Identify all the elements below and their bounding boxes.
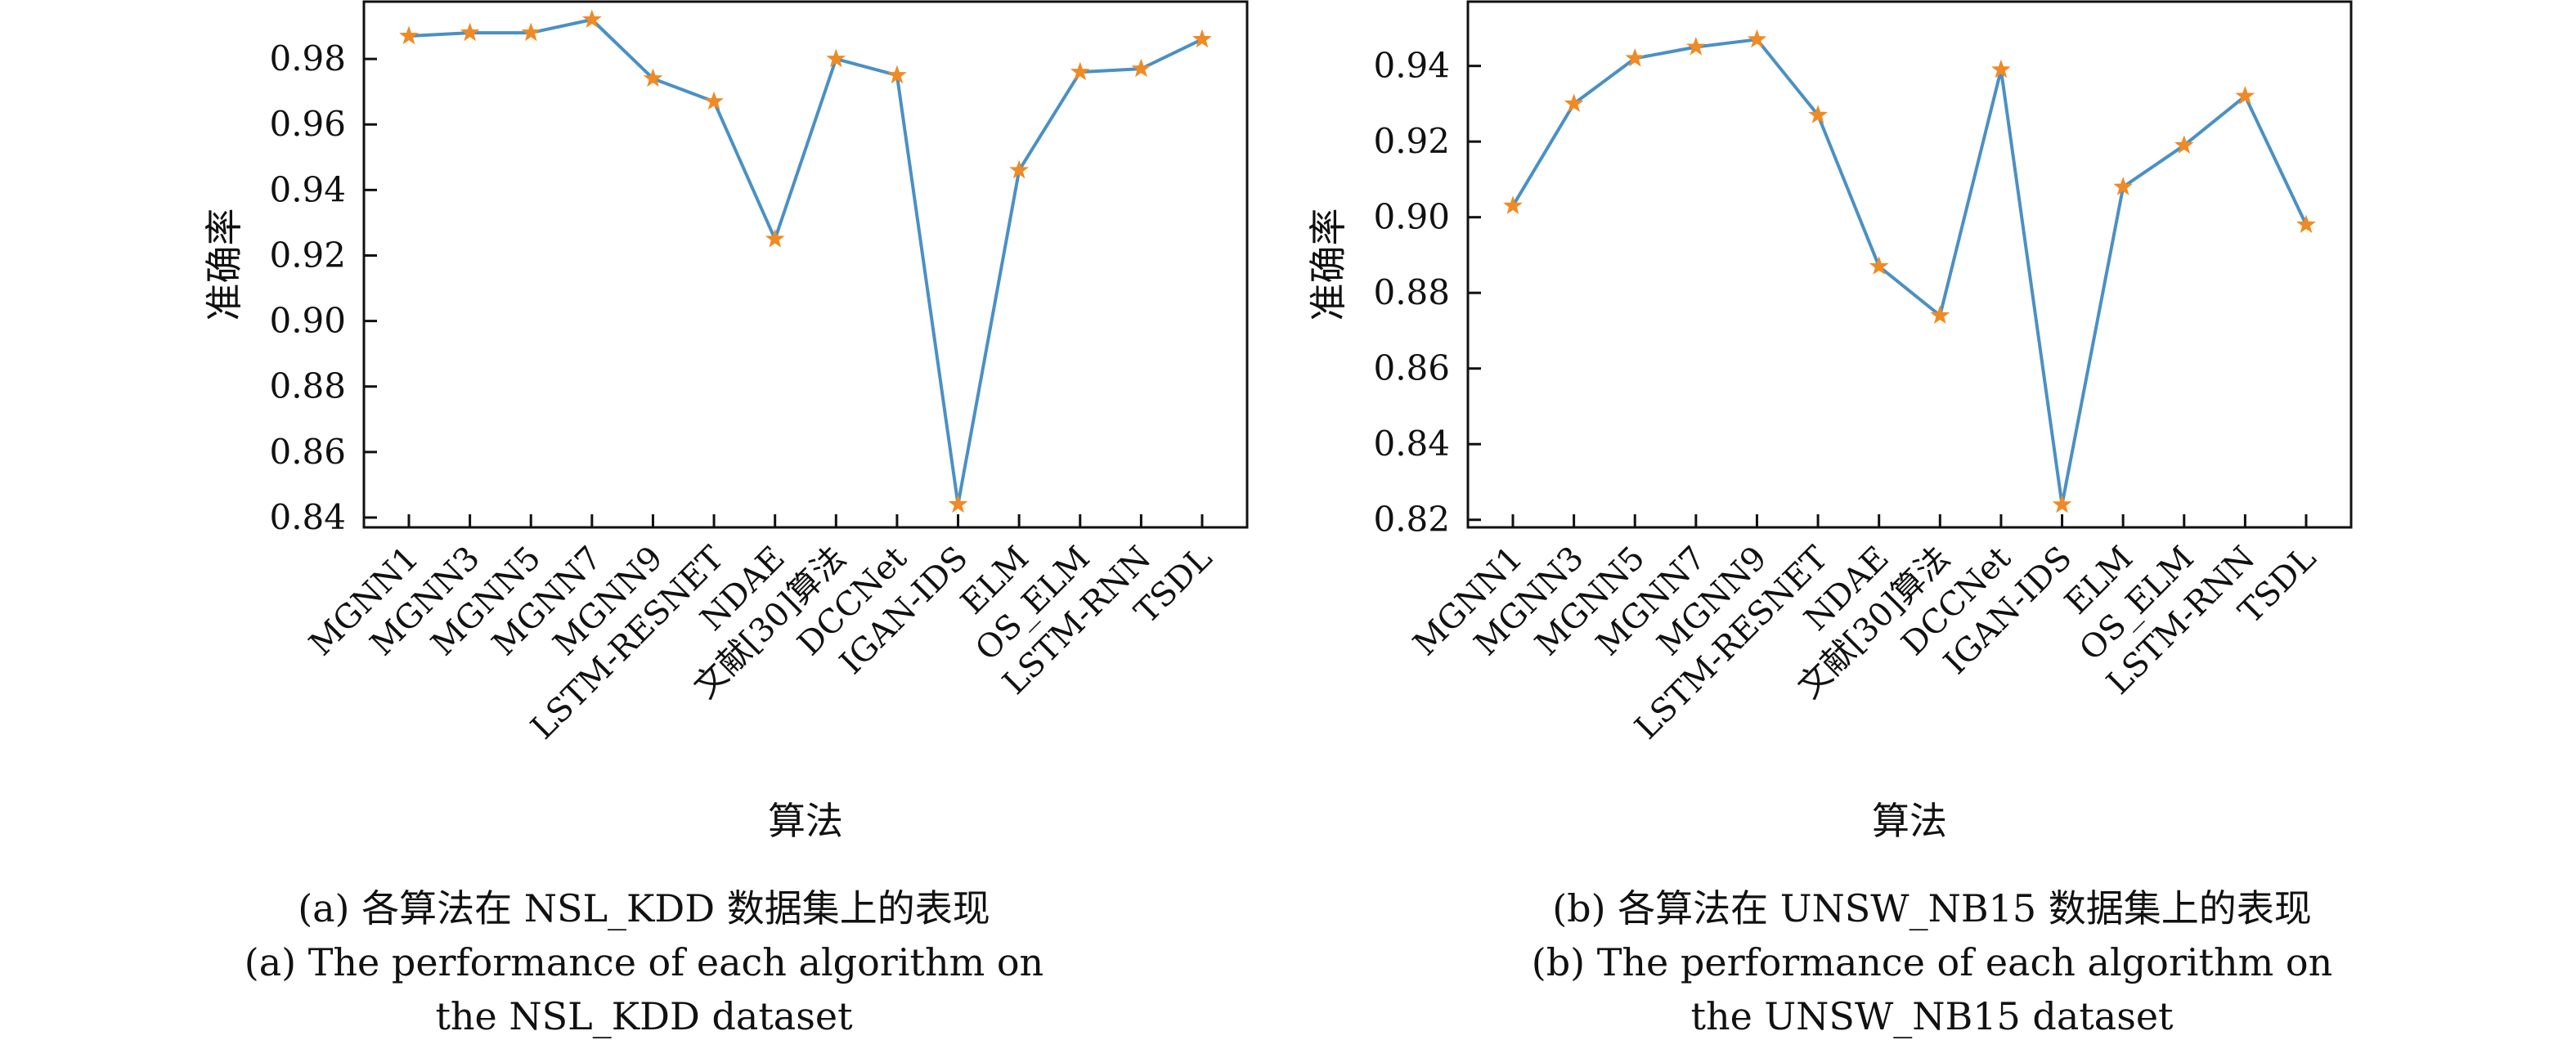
data-point-star-marker	[2235, 86, 2255, 105]
series-line	[1511, 38, 2308, 507]
y-tick-label: 0.98	[269, 38, 346, 78]
data-point-star-marker	[643, 68, 663, 87]
y-tick-label: 0.94	[1373, 46, 1450, 86]
data-point-star-marker	[2296, 214, 2316, 233]
y-tick-label: 0.90	[269, 301, 346, 341]
data-point-star-marker	[826, 48, 846, 68]
y-tick-label: 0.84	[269, 497, 346, 537]
y-tick-label: 0.82	[1373, 500, 1450, 540]
y-axis-title: 准确率	[1306, 208, 1350, 321]
data-point-star-marker	[1564, 93, 1584, 112]
x-axis-title: 算法	[768, 799, 843, 843]
caption-unsw-nb15: (b) 各算法在 UNSW_NB15 数据集上的表现 (b) The perfo…	[1288, 881, 2576, 1043]
series-line	[408, 18, 1203, 506]
caption-chinese: (b) 各算法在 UNSW_NB15 数据集上的表现	[1552, 886, 2312, 930]
data-point-star-marker	[1070, 61, 1090, 81]
data-point-star-marker	[521, 22, 541, 42]
y-tick-label: 0.88	[1373, 272, 1450, 312]
y-tick-label: 0.90	[1373, 197, 1450, 237]
data-point-star-marker	[1808, 105, 1828, 123]
x-axis-title: 算法	[1872, 799, 1947, 843]
line-chart-nsl-kdd: 0.840.860.880.900.920.940.960.98MGNN1MGN…	[202, 0, 1249, 843]
data-point-star-marker	[948, 494, 968, 513]
caption-english-line-1: (a) The performance of each algorithm on	[244, 940, 1044, 984]
data-point-star-marker	[1625, 47, 1645, 67]
data-point-star-marker	[2052, 494, 2072, 513]
chart-panel-unsw-nb15: 0.82 0.84 0.86 0.88 0.90 0.92 0.94 MGNN1 MGNN3 MG…	[1288, 0, 2576, 1049]
y-tick-label: 0.92	[1373, 121, 1450, 161]
data-point-star-marker	[704, 91, 724, 110]
caption-english-line-2: the NSL_KDD dataset	[435, 994, 853, 1038]
chart-panel-nsl-kdd: 0.84 0.86 0.88 0.90 0.92 0.94 0.96 0.98 MGNN1 MGN…	[0, 0, 1288, 1043]
data-point-star-marker	[1991, 59, 2011, 78]
y-tick-label: 0.86	[269, 432, 346, 472]
data-point-star-marker	[1131, 58, 1151, 78]
data-point-star-marker	[1503, 195, 1523, 214]
data-point-star-marker	[2174, 135, 2194, 154]
data-point-star-marker	[1685, 37, 1706, 56]
y-tick-label: 0.96	[269, 104, 346, 144]
y-tick-label: 0.86	[1373, 348, 1450, 388]
data-point-star-marker	[1009, 159, 1030, 179]
data-point-star-marker	[1747, 29, 1767, 48]
data-point-star-marker	[1869, 256, 1889, 275]
data-point-star-marker	[460, 22, 480, 42]
y-tick-label: 0.92	[269, 235, 346, 275]
caption-english-line-2: the UNSW_NB15 dataset	[1690, 994, 2174, 1038]
data-point-star-marker	[2113, 177, 2133, 195]
y-tick-label: 0.84	[1373, 424, 1450, 464]
caption-chinese: (a) 各算法在 NSL_KDD 数据集上的表现	[298, 886, 990, 930]
plot-frame	[362, 0, 1249, 529]
y-tick-label: 0.94	[269, 169, 346, 209]
data-point-star-marker	[887, 65, 907, 84]
y-axis-title: 准确率	[202, 208, 246, 321]
data-point-star-marker	[399, 25, 419, 45]
caption-english-line-1: (b) The performance of each algorithm on	[1531, 940, 2333, 984]
caption-nsl-kdd: (a) 各算法在 NSL_KDD 数据集上的表现 (a) The perform…	[0, 881, 1288, 1043]
data-point-star-marker	[765, 229, 785, 248]
data-point-star-marker	[1192, 29, 1212, 48]
data-point-star-marker	[581, 9, 602, 29]
plot-frame	[1466, 0, 2353, 529]
data-point-star-marker	[1930, 305, 1950, 324]
y-tick-label: 0.88	[269, 366, 346, 406]
line-chart-unsw-nb15: 0.820.840.860.880.900.920.94MGNN1MGNN3MG…	[1306, 0, 2353, 843]
